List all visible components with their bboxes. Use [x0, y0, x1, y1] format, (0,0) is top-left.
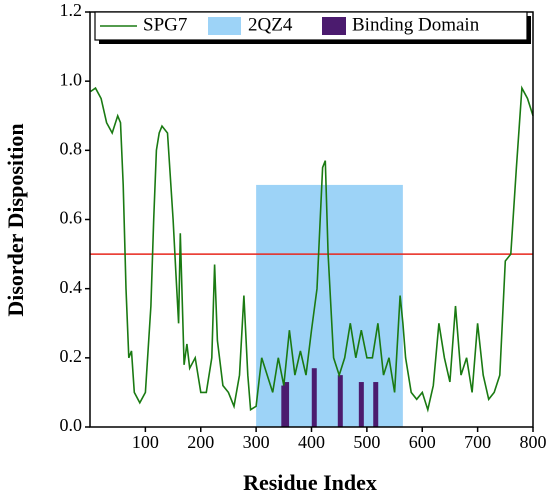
binding-bar — [373, 382, 379, 427]
x-tick-label: 200 — [187, 432, 214, 452]
x-tick-label: 700 — [464, 432, 491, 452]
y-tick-label: 0.6 — [60, 208, 83, 228]
legend-swatch — [208, 17, 241, 35]
x-axis-title: Residue Index — [243, 470, 377, 495]
binding-bar — [311, 368, 317, 427]
legend-box — [94, 11, 528, 41]
x-tick-label: 300 — [243, 432, 270, 452]
legend-text: 2QZ4 — [248, 14, 293, 35]
binding-bar — [337, 375, 343, 427]
y-tick-label: 0.8 — [60, 138, 83, 158]
binding-bar — [281, 385, 287, 427]
x-tick-label: 500 — [353, 432, 380, 452]
y-axis-title: Disorder Disposition — [3, 123, 28, 316]
disorder-line — [90, 85, 534, 413]
legend-text: SPG7 — [143, 14, 187, 35]
x-tick-label: 600 — [409, 432, 436, 452]
y-tick-label: 0.0 — [60, 415, 83, 435]
x-tick-label: 400 — [298, 432, 325, 452]
binding-bar — [358, 382, 364, 427]
y-tick-label: 1.2 — [60, 0, 83, 20]
x-tick-label: 800 — [520, 432, 547, 452]
legend-text: Binding Domain — [352, 14, 480, 35]
binding-bar — [284, 382, 290, 427]
x-tick-label: 100 — [132, 432, 159, 452]
legend-swatch — [322, 17, 346, 35]
region-2qz4 — [256, 184, 403, 427]
y-tick-label: 0.4 — [60, 277, 83, 297]
y-tick-label: 1.0 — [60, 69, 83, 89]
y-tick-label: 0.2 — [60, 346, 83, 366]
